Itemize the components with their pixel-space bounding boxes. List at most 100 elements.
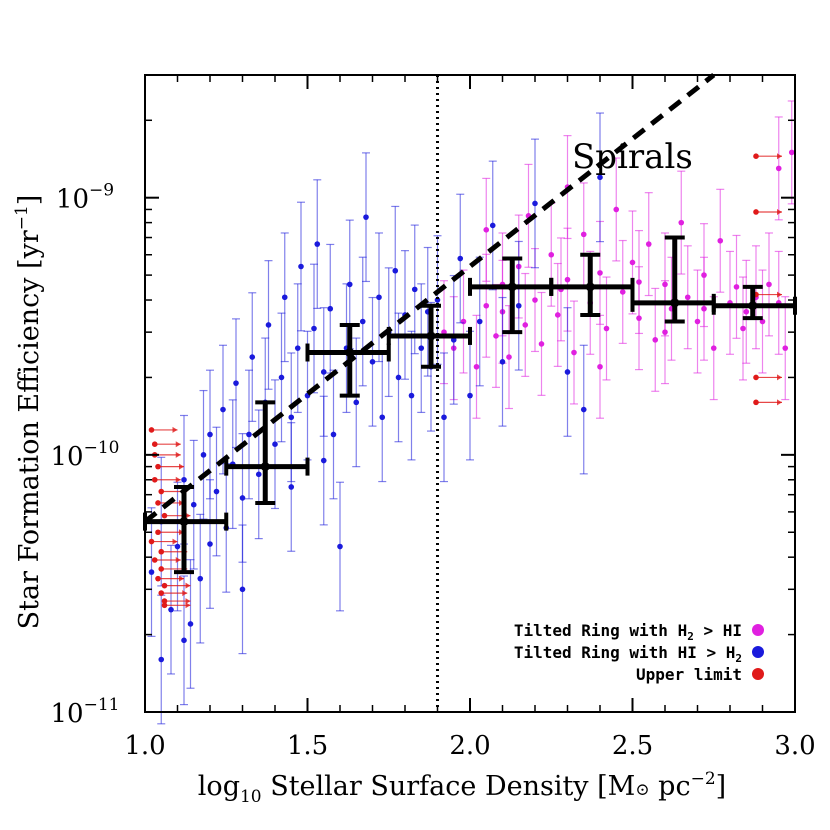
data-point [636, 279, 642, 285]
y-tick-base: 10 [56, 185, 89, 215]
y-tick-exp: −11 [84, 695, 120, 715]
upper-limit-point [753, 374, 759, 381]
upper-limit-point [161, 602, 168, 609]
upper-limit-arrowhead [777, 208, 782, 215]
binned-median-point [748, 301, 758, 311]
data-point [564, 369, 571, 375]
binned-median-point [345, 348, 355, 358]
x-axis-title: log10 Stellar Surface Density [M⊙ pc−2] [198, 769, 726, 807]
data-point [788, 149, 795, 156]
data-point [379, 414, 386, 421]
data-point [298, 263, 304, 270]
legend-label-sub: 2 [687, 630, 694, 643]
data-point [272, 441, 278, 448]
legend-label: Tilted Ring with H2 > HI [514, 621, 742, 643]
upper-limit-arrowhead [175, 451, 181, 458]
y-axis-title-exp: −1 [12, 205, 32, 230]
data-point [467, 392, 473, 399]
upper-limit-arrowhead [175, 557, 181, 564]
data-point [148, 569, 155, 575]
data-point [314, 241, 321, 247]
upper-limit-point [161, 582, 168, 589]
data-point [220, 406, 226, 413]
data-point [207, 541, 213, 547]
data-point [489, 222, 496, 229]
y-tick-base: 10 [51, 699, 84, 729]
data-point [369, 359, 376, 365]
upper-limit-point [753, 209, 759, 215]
upper-limit-point [151, 441, 158, 448]
data-point [233, 380, 239, 386]
upper-limit-arrowhead [172, 426, 178, 433]
upper-limit-point [753, 153, 759, 159]
data-point [717, 237, 724, 244]
legend-marker [752, 646, 764, 658]
data-point [733, 284, 740, 290]
binned-median-point [260, 462, 270, 472]
data-point [288, 484, 295, 490]
data-point [278, 374, 285, 381]
data-point [346, 281, 353, 288]
data-point [662, 329, 668, 335]
data-point [457, 255, 464, 262]
data-point [200, 452, 207, 458]
data-point [564, 276, 571, 283]
data-point [684, 294, 691, 301]
x-axis-title-log: log [198, 771, 240, 802]
data-point [629, 259, 636, 266]
upper-limit-point [158, 488, 165, 495]
upper-limit-arrowhead [777, 153, 782, 160]
data-point [239, 495, 246, 501]
data-point [597, 174, 603, 181]
data-point [408, 392, 415, 399]
data-point [532, 200, 538, 207]
upper-limit-point [155, 575, 161, 582]
upper-limit-point [161, 512, 168, 519]
upper-limit-arrowhead [175, 476, 181, 483]
upper-limit-arrowhead [777, 399, 782, 406]
data-point [197, 575, 204, 582]
data-point [246, 431, 252, 438]
data-point [580, 406, 587, 413]
legend-label-text: Tilted Ring with H [514, 621, 687, 640]
data-point [239, 586, 246, 593]
data-point [174, 543, 181, 550]
data-point [571, 349, 577, 356]
data-point [320, 457, 327, 464]
data-point [782, 345, 789, 351]
data-point [359, 318, 366, 325]
y-axis-title-close: ] [14, 195, 45, 206]
data-point [743, 308, 750, 315]
data-point [506, 354, 512, 360]
x-tick-label: 2.0 [449, 731, 490, 761]
upper-limit-arrowhead [185, 582, 191, 589]
upper-limit-arrowhead [185, 598, 191, 605]
x-tick-label: 1.0 [124, 731, 165, 761]
upper-limit-point [753, 399, 759, 406]
legend-label: Upper limit [636, 665, 742, 684]
data-point [603, 325, 610, 332]
data-point [645, 241, 652, 247]
data-point [619, 289, 626, 295]
data-point [597, 270, 603, 276]
upper-limit-point [158, 566, 165, 572]
data-point [249, 354, 256, 360]
legend-label-sub: 2 [735, 652, 742, 665]
data-point [766, 281, 772, 288]
legend-label-text: Tilted Ring with HI > H [514, 643, 736, 662]
legend-label-text: Upper limit [636, 665, 742, 684]
y-tick-exp: −9 [89, 181, 114, 201]
data-point [213, 488, 220, 495]
data-point [187, 621, 194, 627]
x-tick-label: 1.5 [287, 731, 328, 761]
data-point [395, 374, 402, 381]
upper-limit-point [151, 557, 158, 563]
upper-limit-arrowhead [185, 602, 191, 609]
data-point [320, 369, 327, 375]
data-point [532, 297, 538, 303]
binned-median-point [426, 331, 436, 341]
data-point [181, 476, 187, 483]
binned-median-point [179, 517, 189, 527]
